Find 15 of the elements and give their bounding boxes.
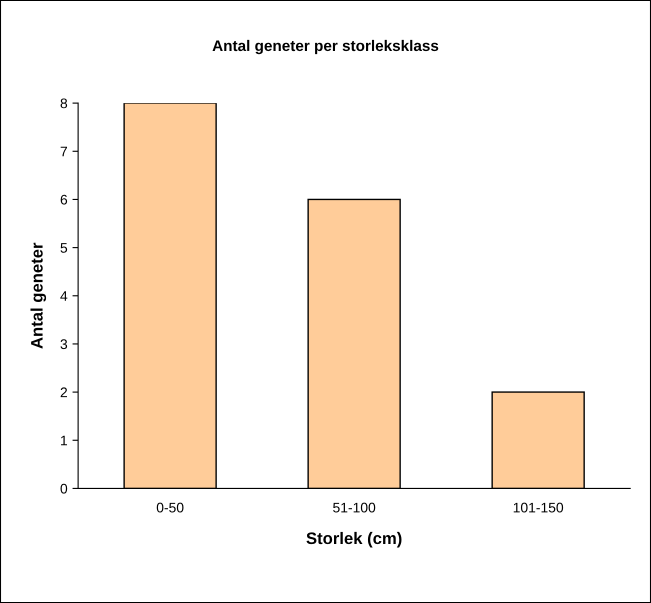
y-tick-label: 7 [60, 146, 68, 156]
x-tick-label: 51-100 [333, 502, 376, 513]
y-tick-label: 2 [60, 387, 68, 398]
y-tick-label: 1 [61, 436, 68, 446]
y-tick-label: 8 [60, 98, 68, 108]
chart-title: Antal geneter per storleksklass [212, 40, 438, 54]
x-tick-label: 101-150 [514, 502, 564, 513]
y-tick-label: 4 [60, 291, 68, 301]
y-tick-label: 6 [60, 194, 68, 205]
x-axis-title: Storlek (cm) [306, 532, 402, 548]
x-tick-label: 0-50 [156, 502, 184, 513]
y-tick-label: 3 [60, 339, 68, 350]
y-tick-label: 0 [60, 484, 68, 494]
y-axis-title: Antal geneter [30, 242, 46, 349]
y-tick-label: 5 [60, 243, 68, 253]
